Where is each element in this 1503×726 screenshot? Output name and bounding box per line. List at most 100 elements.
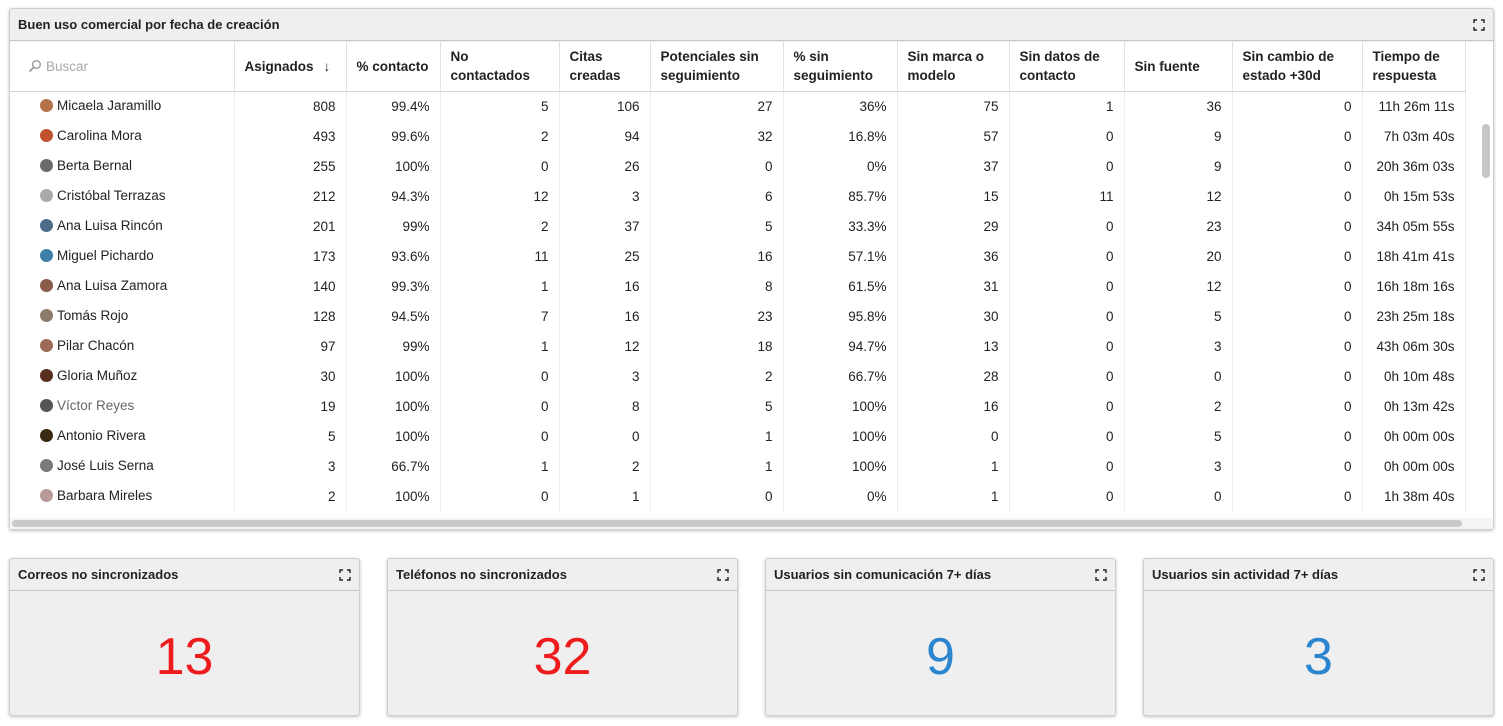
panel-title: Usuarios sin actividad 7+ días	[1152, 567, 1339, 582]
user-link[interactable]: Antonio Rivera	[40, 428, 146, 443]
col-header-response-time[interactable]: Tiempo de respuesta	[1362, 42, 1466, 92]
user-link[interactable]: José Luis Serna	[40, 458, 154, 473]
table-row[interactable]: Ana Luisa Rincón 201 99% 2 37 5 33.3% 29 0 23 0 34h…	[10, 211, 1466, 241]
avatar	[40, 398, 53, 412]
table-cell: 13	[897, 331, 1010, 361]
col-header-no-brand[interactable]: Sin marca o modelo	[897, 42, 1010, 92]
table-cell: 100%	[783, 421, 898, 451]
user-link[interactable]: Berta Bernal	[40, 158, 132, 173]
table-cell: 0	[1232, 391, 1363, 421]
user-link[interactable]: Carolina Mora	[40, 128, 142, 143]
user-link[interactable]: Ana Luisa Zamora	[40, 278, 167, 293]
table-row[interactable]: Antonio Rivera 5 100% 0 0 1 100% 0 0 5 0 0h 00m 00s	[10, 421, 1466, 451]
expand-icon[interactable]	[339, 568, 351, 581]
table-cell: 5	[1124, 421, 1233, 451]
user-link[interactable]: Gloria Muñoz	[40, 368, 137, 383]
table-cell: 9	[1124, 121, 1233, 151]
expand-icon[interactable]	[1095, 568, 1107, 581]
table-cell: 0	[1232, 421, 1363, 451]
col-header-contact-pct[interactable]: % contacto	[346, 42, 441, 92]
col-header-asignados[interactable]: Asignados ↓	[234, 42, 347, 92]
table-row[interactable]: Tomás Rojo 128 94.5% 7 16 23 95.8% 30 0 5 0 23h 25m…	[10, 301, 1466, 331]
user-name: Gloria Muñoz	[57, 367, 138, 383]
table-row[interactable]: Micaela Jaramillo 808 99.4% 5 106 27 36% 75 1 36 0…	[10, 91, 1466, 121]
user-name-cell: Antonio Rivera	[10, 421, 235, 451]
search-cell	[10, 42, 235, 92]
table-cell: 8	[650, 271, 784, 301]
expand-icon[interactable]	[717, 568, 729, 581]
table-cell: 100%	[783, 391, 898, 421]
panel-title: Usuarios sin comunicación 7+ días	[774, 567, 992, 582]
table-cell: 12	[1124, 181, 1233, 211]
table-cell: 808	[234, 91, 347, 121]
user-link[interactable]: Víctor Reyes	[40, 398, 134, 413]
table-cell: 12	[440, 181, 560, 211]
user-name-cell: Carolina Mora	[10, 121, 235, 151]
vertical-scrollbar[interactable]	[1482, 124, 1490, 178]
table-row[interactable]: Pilar Chacón 97 99% 1 12 18 94.7% 13 0 3 0 43h 06m …	[10, 331, 1466, 361]
col-header-no-followup-pct[interactable]: % sin seguimiento	[783, 42, 898, 92]
user-name-cell: Micaela Jaramillo	[10, 91, 235, 121]
table-row[interactable]: Ana Luisa Zamora 140 99.3% 1 16 8 61.5% 31 0 12 0 1…	[10, 271, 1466, 301]
user-name: Víctor Reyes	[57, 397, 135, 413]
table-cell: 106	[559, 91, 651, 121]
avatar	[40, 278, 53, 292]
table-cell: 99%	[346, 211, 441, 241]
user-name-cell: José Luis Serna	[10, 451, 235, 481]
table-cell: 0	[1232, 211, 1363, 241]
table-cell: 3	[1124, 451, 1233, 481]
table-area: Asignados ↓ % contacto No contactados Cit…	[10, 42, 1493, 529]
sort-desc-icon: ↓	[323, 58, 331, 74]
panel-header: Usuarios sin actividad 7+ días	[1144, 559, 1493, 591]
avatar	[40, 188, 53, 202]
expand-icon[interactable]	[1473, 18, 1485, 31]
col-header-no-contact-data[interactable]: Sin datos de contacto	[1009, 42, 1125, 92]
table-cell: 26	[559, 151, 651, 181]
table-row[interactable]: Víctor Reyes 19 100% 0 8 5 100% 16 0 2 0 0h 13m 42s	[10, 391, 1466, 421]
expand-icon[interactable]	[1473, 568, 1485, 581]
table-cell: 0h 15m 53s	[1362, 181, 1466, 211]
table-row[interactable]: Gloria Muñoz 30 100% 0 3 2 66.7% 28 0 0 0 0h 10m 48…	[10, 361, 1466, 391]
table-row[interactable]: Carolina Mora 493 99.6% 2 94 32 16.8% 57 0 9 0 7h 0…	[10, 121, 1466, 151]
user-link[interactable]: Miguel Pichardo	[40, 248, 154, 263]
table-cell: 36	[1124, 91, 1233, 121]
panel-header: Usuarios sin comunicación 7+ días	[766, 559, 1115, 591]
horizontal-scrollbar[interactable]	[12, 520, 1462, 527]
table-row[interactable]: Barbara Mireles 2 100% 0 1 0 0% 1 0 0 0 1h 38m 40s	[10, 481, 1466, 511]
table-cell: 23h 25m 18s	[1362, 301, 1466, 331]
table-row[interactable]: José Luis Serna 3 66.7% 1 2 1 100% 1 0 3 0 0h 00m 0…	[10, 451, 1466, 481]
col-header-no-source[interactable]: Sin fuente	[1124, 42, 1233, 92]
table-cell: 5	[440, 91, 560, 121]
user-link[interactable]: Cristóbal Terrazas	[40, 188, 166, 203]
col-header-leads-no-followup[interactable]: Potenciales sin seguimiento	[650, 42, 784, 92]
col-header-label: Asignados	[244, 58, 314, 74]
table-cell: 1	[440, 271, 560, 301]
user-link[interactable]: Barbara Mireles	[40, 488, 152, 503]
table-cell: 5	[650, 211, 784, 241]
table-cell: 20h 36m 03s	[1362, 151, 1466, 181]
table-row[interactable]: Miguel Pichardo 173 93.6% 11 25 16 57.1% 36 0 20 0…	[10, 241, 1466, 271]
table-cell: 3	[559, 361, 651, 391]
col-header-not-contacted[interactable]: No contactados	[440, 42, 560, 92]
table-cell: 16	[897, 391, 1010, 421]
user-link[interactable]: Micaela Jaramillo	[40, 98, 161, 113]
user-link[interactable]: Ana Luisa Rincón	[40, 218, 163, 233]
user-link[interactable]: Tomás Rojo	[40, 308, 128, 323]
avatar	[40, 338, 53, 352]
avatar	[40, 98, 53, 112]
col-header-appointments[interactable]: Citas creadas	[559, 42, 651, 92]
search-input[interactable]	[42, 58, 212, 74]
stat-value: 9	[926, 628, 955, 686]
table-row[interactable]: Cristóbal Terrazas 212 94.3% 12 3 6 85.7% 15 11 1…	[10, 181, 1466, 211]
table-cell: 0%	[783, 481, 898, 511]
table-cell: 0	[440, 421, 560, 451]
user-link[interactable]: Pilar Chacón	[40, 338, 134, 353]
table-row[interactable]: Berta Bernal 255 100% 0 26 0 0% 37 0 9 0 20h 36m 03…	[10, 151, 1466, 181]
table-cell: 99.6%	[346, 121, 441, 151]
table-cell: 27	[650, 91, 784, 121]
table-cell: 16h 18m 16s	[1362, 271, 1466, 301]
avatar	[40, 458, 53, 472]
col-header-no-status-change[interactable]: Sin cambio de estado +30d	[1232, 42, 1363, 92]
table-cell: 7h 03m 40s	[1362, 121, 1466, 151]
table-cell: 0	[1232, 241, 1363, 271]
